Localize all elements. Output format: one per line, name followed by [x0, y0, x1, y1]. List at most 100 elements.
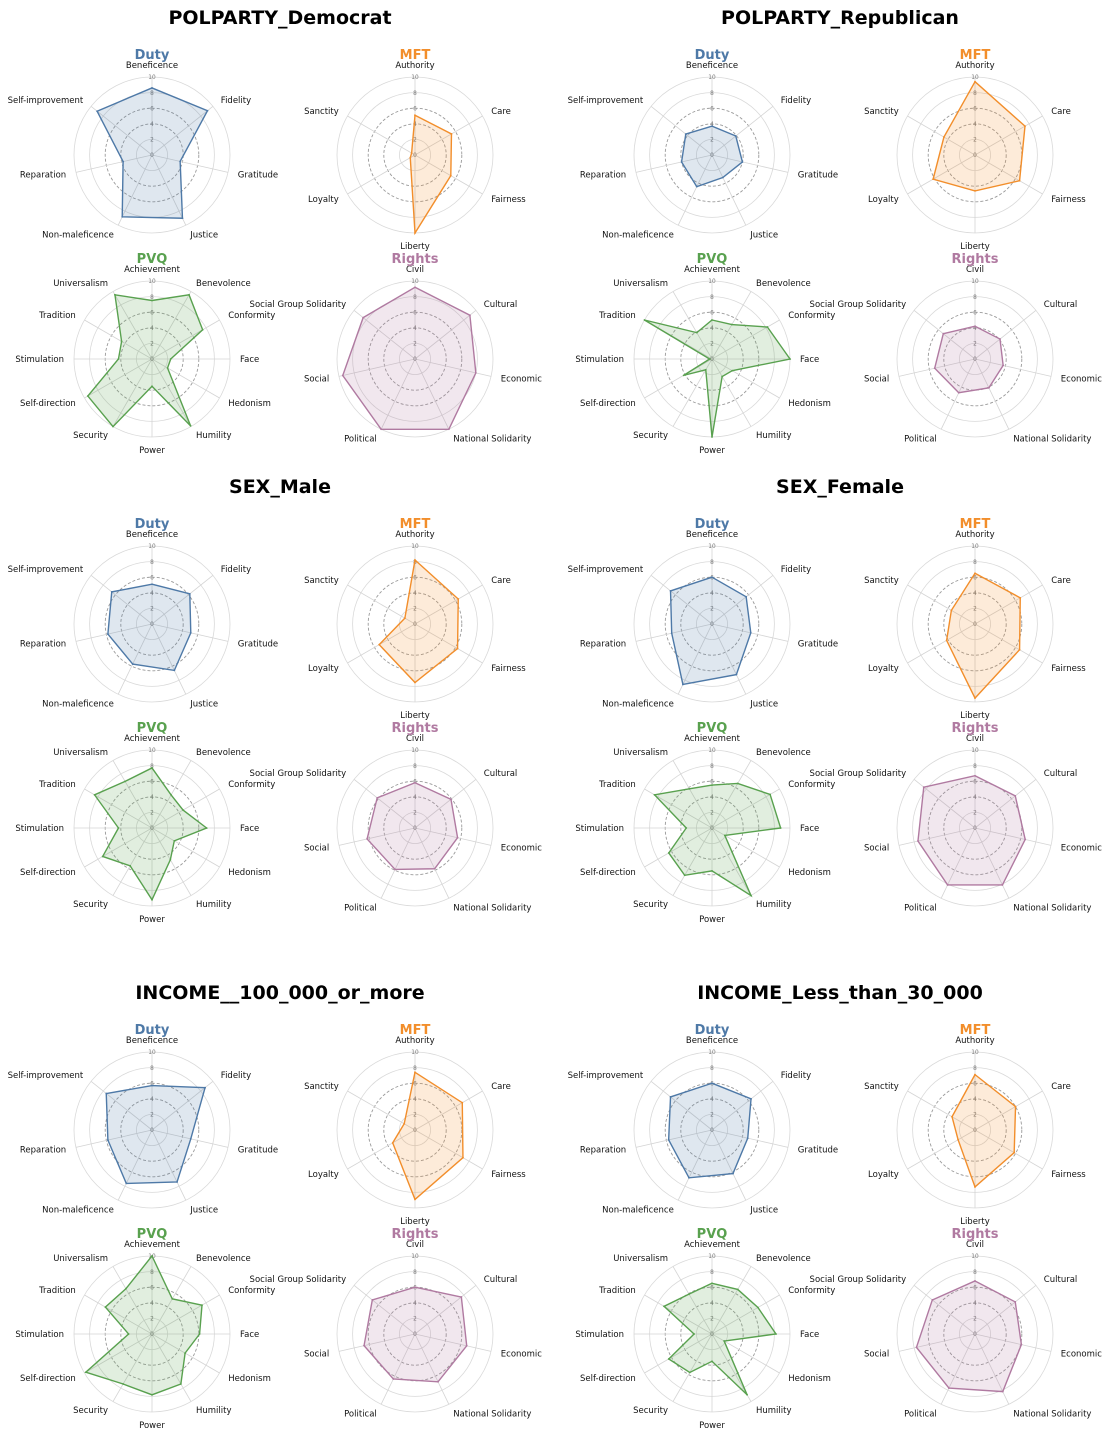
- group-income-100-000-or-more-rights-radar: 0 2 4 6 8 10 Civil Cultural Economic National Sol…: [250, 1227, 543, 1419]
- group-sex-female-mft-radar: 0 2 4 6 8 10 Authority Care Fairness Liberty Loyal…: [864, 517, 1086, 721]
- spoke-line: [672, 1333, 713, 1402]
- data-polygon: [680, 125, 744, 188]
- axis-label-sanctity: Sanctity: [864, 576, 899, 586]
- data-point-loyalty: [391, 1141, 394, 1144]
- data-point-self-improvement: [669, 590, 672, 592]
- axis-label-conformity: Conformity: [788, 780, 835, 790]
- axis-label-loyalty: Loyalty: [868, 664, 899, 674]
- tick-label: 10: [708, 544, 716, 550]
- spoke-line: [907, 1090, 976, 1131]
- data-point-power: [151, 898, 153, 901]
- data-point-social-group-solidarity: [931, 1299, 934, 1301]
- group-title: POLPARTY_Republican: [721, 7, 959, 29]
- spoke-line: [112, 1333, 153, 1402]
- spoke-line: [414, 1129, 483, 1170]
- tick-label: 6: [973, 310, 977, 316]
- data-point-power: [151, 385, 153, 388]
- tick-label: 0: [710, 153, 714, 159]
- tick-label: 2: [710, 1317, 714, 1323]
- data-point-conformity: [182, 809, 184, 811]
- axis-label-power: Power: [139, 1421, 165, 1431]
- spoke-line: [711, 623, 747, 695]
- spoke-line: [112, 358, 153, 427]
- data-point-justice: [721, 176, 724, 179]
- tick-label: 10: [148, 748, 156, 754]
- tick-label: 4: [150, 1301, 154, 1307]
- data-point-loyalty: [957, 1138, 960, 1141]
- axis-label-care: Care: [1051, 576, 1071, 586]
- data-point-beneficence: [151, 583, 153, 586]
- spoke-line: [347, 1129, 416, 1170]
- tick-label: 2: [413, 1113, 417, 1119]
- axis-label-self-improvement: Self-improvement: [568, 565, 644, 575]
- data-point-non-maleficence: [121, 215, 124, 218]
- tick-label: 8: [150, 1270, 154, 1276]
- subplot-title-mft: MFT: [960, 517, 991, 532]
- data-point-achievement: [151, 299, 153, 302]
- axis-label-reparation: Reparation: [580, 640, 626, 650]
- spoke-line: [644, 1294, 713, 1335]
- data-point-care: [450, 133, 453, 135]
- axis-label-beneficence: Beneficence: [686, 1036, 738, 1046]
- axis-label-political: Political: [344, 434, 377, 444]
- spoke-line: [112, 291, 153, 360]
- spoke-line: [347, 584, 416, 625]
- group-sex-female-pvq-radar: 0 2 4 6 8 10 Achievement Benevolence Conformity F…: [575, 721, 835, 925]
- tick-label: 8: [150, 560, 154, 566]
- axis-label-achievement: Achievement: [684, 734, 740, 744]
- axis-label-fidelity: Fidelity: [221, 565, 251, 575]
- axis-label-sanctity: Sanctity: [864, 107, 899, 117]
- tick-label: 0: [413, 357, 417, 363]
- tick-label: 4: [413, 1301, 417, 1307]
- axis-label-hedonism: Hedonism: [228, 399, 271, 409]
- spoke-line: [650, 1081, 713, 1131]
- spoke-line: [711, 788, 780, 829]
- data-point-economic: [474, 371, 477, 374]
- tick-label: 4: [710, 795, 714, 801]
- spoke-line: [974, 358, 1010, 430]
- axis-label-fairness: Fairness: [1051, 195, 1086, 205]
- axis-label-self-improvement: Self-improvement: [568, 1071, 644, 1081]
- data-point-self-improvement: [105, 1092, 108, 1095]
- data-point-civil: [974, 774, 976, 777]
- data-point-loyalty: [945, 639, 948, 642]
- data-point-fidelity: [750, 1097, 752, 1100]
- tick-label: 4: [150, 326, 154, 332]
- spoke-line: [353, 1285, 416, 1335]
- data-point-achievement: [711, 1282, 713, 1285]
- tick-label: 6: [973, 1081, 977, 1087]
- axis-label-civil: Civil: [966, 734, 984, 744]
- axis-label-social-group-solidarity: Social Group Solidarity: [250, 300, 347, 310]
- axis-label-loyalty: Loyalty: [868, 1170, 899, 1180]
- tick-label: 8: [413, 1270, 417, 1276]
- axis-label-humility: Humility: [196, 900, 232, 910]
- axis-label-civil: Civil: [966, 265, 984, 275]
- data-point-benevolence: [188, 293, 190, 296]
- subplot-title-pvq: PVQ: [137, 252, 168, 267]
- data-point-cultural: [1014, 795, 1017, 797]
- tick-label: 2: [973, 811, 977, 817]
- data-point-stimulation: [685, 827, 688, 829]
- tick-label: 6: [973, 779, 977, 785]
- data-point-care: [1024, 125, 1026, 128]
- axis-label-conformity: Conformity: [228, 1286, 275, 1296]
- axis-label-justice: Justice: [189, 699, 218, 709]
- data-point-tradition: [653, 793, 656, 796]
- tick-label: 6: [413, 1285, 417, 1291]
- data-polygon: [363, 1286, 468, 1383]
- spoke-line: [940, 827, 976, 899]
- data-point-humility: [721, 375, 724, 378]
- tick-label: 8: [710, 295, 714, 301]
- data-polygon: [951, 1073, 1017, 1189]
- tick-label: 4: [710, 1097, 714, 1103]
- axis-label-social-group-solidarity: Social Group Solidarity: [250, 1275, 347, 1285]
- group-polparty-republican-duty-radar: 0 2 4 6 8 10 Beneficence Fidelity Gratitude Justi…: [568, 48, 839, 240]
- axis-label-national-solidarity: National Solidarity: [1013, 1409, 1091, 1419]
- data-point-authority: [974, 1073, 976, 1076]
- data-point-loyalty: [409, 156, 412, 159]
- tick-label: 0: [710, 622, 714, 628]
- axis-label-social: Social: [864, 844, 889, 854]
- group-income-100-000-or-more-duty-radar: 0 2 4 6 8 10 Beneficence Fidelity Gratitude Justi…: [8, 1023, 279, 1215]
- spoke-line: [151, 154, 229, 173]
